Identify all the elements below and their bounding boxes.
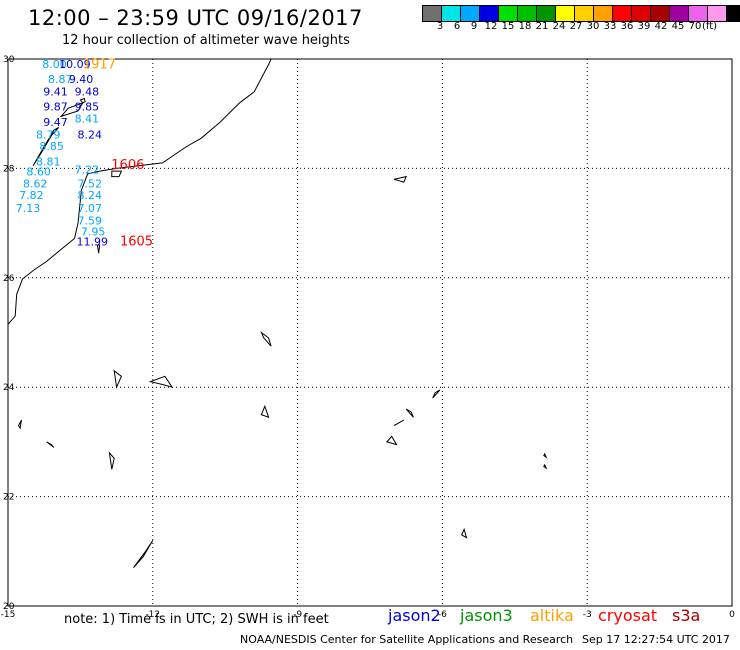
- mission-label-jason2: jason2: [388, 606, 441, 625]
- island-outline: [111, 170, 123, 178]
- island-outline: [393, 419, 405, 426]
- color-scale-tick-label: 21: [535, 21, 549, 32]
- map-title: 12:00 – 23:59 UTC 09/16/2017: [28, 6, 363, 30]
- island-outline: [260, 404, 270, 419]
- color-scale-tick-label: 39: [637, 21, 651, 32]
- color-scale-tick-label: 18: [518, 21, 532, 32]
- swh-value-label: 8.60: [26, 166, 50, 179]
- swh-value-label: 9.41: [43, 85, 68, 98]
- swh-value-label: 9.48: [75, 85, 100, 98]
- island-outline: [461, 527, 468, 539]
- color-scale-tick-label: 15: [501, 21, 515, 32]
- swh-value-label: 8.24: [78, 128, 103, 141]
- island-outline: [46, 441, 55, 448]
- color-scale-tick-label: 12: [484, 21, 498, 32]
- color-swatch: [726, 5, 740, 22]
- swh-value-label: 9.40: [69, 73, 94, 86]
- x-tick-label: -12: [145, 610, 160, 620]
- swh-value-label: 9.87: [43, 101, 68, 114]
- swh-value-label: 7.52: [78, 178, 103, 191]
- color-scale-bar: [422, 5, 740, 22]
- island-outline: [386, 435, 398, 446]
- map-subtitle: 12 hour collection of altimeter wave hei…: [62, 33, 350, 48]
- x-tick-label: -9: [293, 610, 302, 620]
- island-outline: [113, 369, 123, 389]
- island-outline: [148, 375, 174, 389]
- swh-value-label: 8.00: [42, 58, 67, 71]
- swh-value-label: 8.24: [78, 189, 103, 202]
- swh-value-label: 7.59: [78, 214, 103, 227]
- x-tick-label: 0: [729, 610, 735, 620]
- y-tick-label: 24: [3, 383, 15, 393]
- color-scale-tick-label: 30: [586, 21, 600, 32]
- color-scale-tick-label: 27: [569, 21, 583, 32]
- x-tick-label: -6: [438, 610, 447, 620]
- island-outline: [260, 330, 272, 347]
- color-scale-unit: (ft): [702, 21, 718, 32]
- swh-value-label: 8.62: [23, 178, 48, 191]
- island-outline: [393, 175, 408, 183]
- island-outline: [79, 97, 86, 104]
- pass-time-label: 1917: [83, 57, 116, 72]
- coastline: [7, 58, 272, 325]
- color-scale-tick-label: 9: [470, 21, 478, 32]
- color-scale-tick-label: 36: [620, 21, 634, 32]
- x-tick-label: -3: [583, 610, 592, 620]
- pass-time-label: 1606: [111, 158, 144, 173]
- swh-value-label: 7.13: [16, 202, 41, 215]
- y-tick-label: 22: [3, 493, 14, 503]
- color-scale-tick-label: 3: [436, 21, 444, 32]
- color-scale-tick-label: 42: [654, 21, 668, 32]
- mission-label-s3a: s3a: [672, 606, 701, 625]
- color-scale-tick-label: 24: [552, 21, 566, 32]
- credit-line: NOAA/NESDIS Center for Satellite Applica…: [240, 633, 574, 646]
- color-scale-tick-label: 6: [453, 21, 461, 32]
- swh-value-label: 9.85: [75, 101, 100, 114]
- y-tick-label: 30: [3, 55, 15, 65]
- color-scale-ticks: 3 6 9 12 15 18 21 24 27 30 33 36 39 42 45 70: [422, 21, 740, 35]
- map-frame: [7, 58, 733, 607]
- y-tick-label: 20: [3, 602, 15, 612]
- island-outline: [108, 451, 115, 470]
- swh-value-label: 7.82: [19, 189, 44, 202]
- island-outline: [133, 540, 154, 569]
- y-tick-label: 28: [3, 164, 15, 174]
- mission-label-cryosat: cryosat: [598, 606, 658, 625]
- x-tick-label: -15: [1, 610, 16, 620]
- color-scale-tick-label: 70: [688, 21, 702, 32]
- swh-value-label: 9.47: [43, 116, 68, 129]
- mission-label-jason3: jason3: [460, 606, 513, 625]
- swh-value-label: 8.81: [36, 155, 61, 168]
- island-outline: [405, 408, 414, 418]
- swh-value-label: 7.07: [78, 202, 103, 215]
- swh-value-label: 8.79: [36, 128, 61, 141]
- swh-value-label: 10.09: [59, 58, 91, 71]
- swh-value-label: 8.41: [75, 113, 100, 126]
- island-outline: [543, 452, 548, 459]
- color-scale-tick-label: 33: [603, 21, 617, 32]
- swh-value-label: 8.85: [39, 140, 64, 153]
- island-outline: [18, 419, 22, 430]
- y-tick-label: 26: [3, 274, 15, 284]
- footer-note: note: 1) Time is in UTC; 2) SWH is in fe…: [64, 612, 329, 627]
- island-outline: [96, 244, 101, 254]
- mission-label-altika: altika: [530, 606, 574, 625]
- generated-timestamp: Sep 17 12:27:54 UTC 2017: [582, 633, 730, 646]
- island-outline: [432, 389, 441, 399]
- island-outline: [543, 463, 548, 470]
- island-outline: [32, 126, 60, 166]
- swh-value-label: 8.87: [48, 73, 73, 86]
- color-scale-tick-label: 45: [671, 21, 685, 32]
- swh-value-label: 11.99: [77, 236, 109, 249]
- swh-value-label: 7.95: [81, 225, 106, 238]
- pass-time-label: 1605: [120, 235, 153, 250]
- swh-value-label: 7.22: [75, 163, 100, 176]
